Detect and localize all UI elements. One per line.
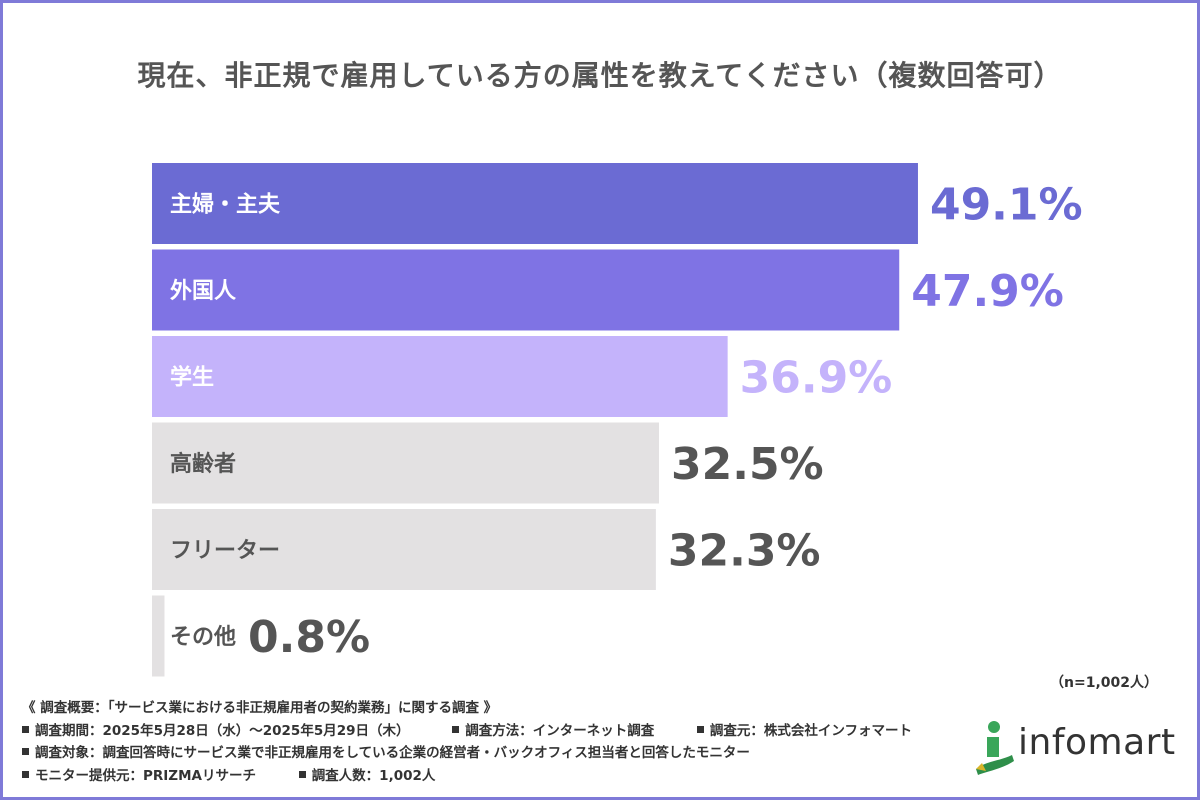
bar-label-4: フリーター <box>170 539 280 564</box>
bullet-square-icon <box>696 725 704 733</box>
bar-0 <box>152 163 918 244</box>
bar-label-2: 学生 <box>170 365 214 391</box>
bar-value-4: 32.3% <box>668 526 821 577</box>
bar-value-1: 47.9% <box>911 266 1064 317</box>
bar-value-3: 32.5% <box>671 439 824 490</box>
bullet-square-icon <box>22 770 29 778</box>
bar-label-0: 主婦・主夫 <box>170 192 281 218</box>
bar-label-1: 外国人 <box>170 278 236 304</box>
bar-value-5: 0.8% <box>248 612 370 663</box>
bar-2 <box>152 336 728 417</box>
notes-provider: モニター提供元：PRIZMAリサーチ <box>35 767 256 784</box>
bullet-square-icon <box>22 748 29 755</box>
bar-label-3: 高齢者 <box>170 451 236 477</box>
notes-count: 調査人数：1,002人 <box>311 767 436 784</box>
sample-size: （n=1,002人） <box>1050 675 1158 691</box>
bullet-square-icon <box>298 770 306 778</box>
page-title: 現在、非正規で雇用している方の属性を教えてください（複数回答可） <box>137 59 1063 92</box>
notes-source: 調査元：株式会社インフォマート <box>709 722 913 739</box>
bar-1 <box>152 249 900 331</box>
bar-3 <box>152 422 659 504</box>
infomart-logo: infomart <box>972 717 1182 777</box>
survey-notes: 《 調査概要：「サービス業における非正規雇用者の契約業務」に関する調査 》 調査… <box>22 697 912 787</box>
bar-4 <box>152 509 656 590</box>
bullet-square-icon <box>22 725 29 733</box>
bar-chart: 主婦・主夫 49.1% 外国人 47.9% 学生 36.9% 高齢者 32.5% フリーター 32… <box>152 163 1083 677</box>
logo-text: infomart <box>1018 722 1176 763</box>
bar-5 <box>152 595 165 677</box>
infomart-mark-icon <box>976 721 1014 775</box>
bullet-square-icon <box>452 725 460 733</box>
notes-target: 調査対象：調査回答時にサービス業で非正規雇用をしている企業の経営者・バックオフィ… <box>35 745 750 761</box>
bar-value-0: 49.1% <box>930 180 1083 231</box>
notes-method: 調査方法：インターネット調査 <box>465 722 655 739</box>
notes-header: 《 調査概要：「サービス業における非正規雇用者の契約業務」に関する調査 》 <box>22 700 498 716</box>
notes-period: 調査期間：2025年5月28日（水）～2025年5月29日（木） <box>35 722 410 739</box>
bar-label-5: その他 <box>170 625 236 650</box>
bar-value-2: 36.9% <box>740 353 893 404</box>
